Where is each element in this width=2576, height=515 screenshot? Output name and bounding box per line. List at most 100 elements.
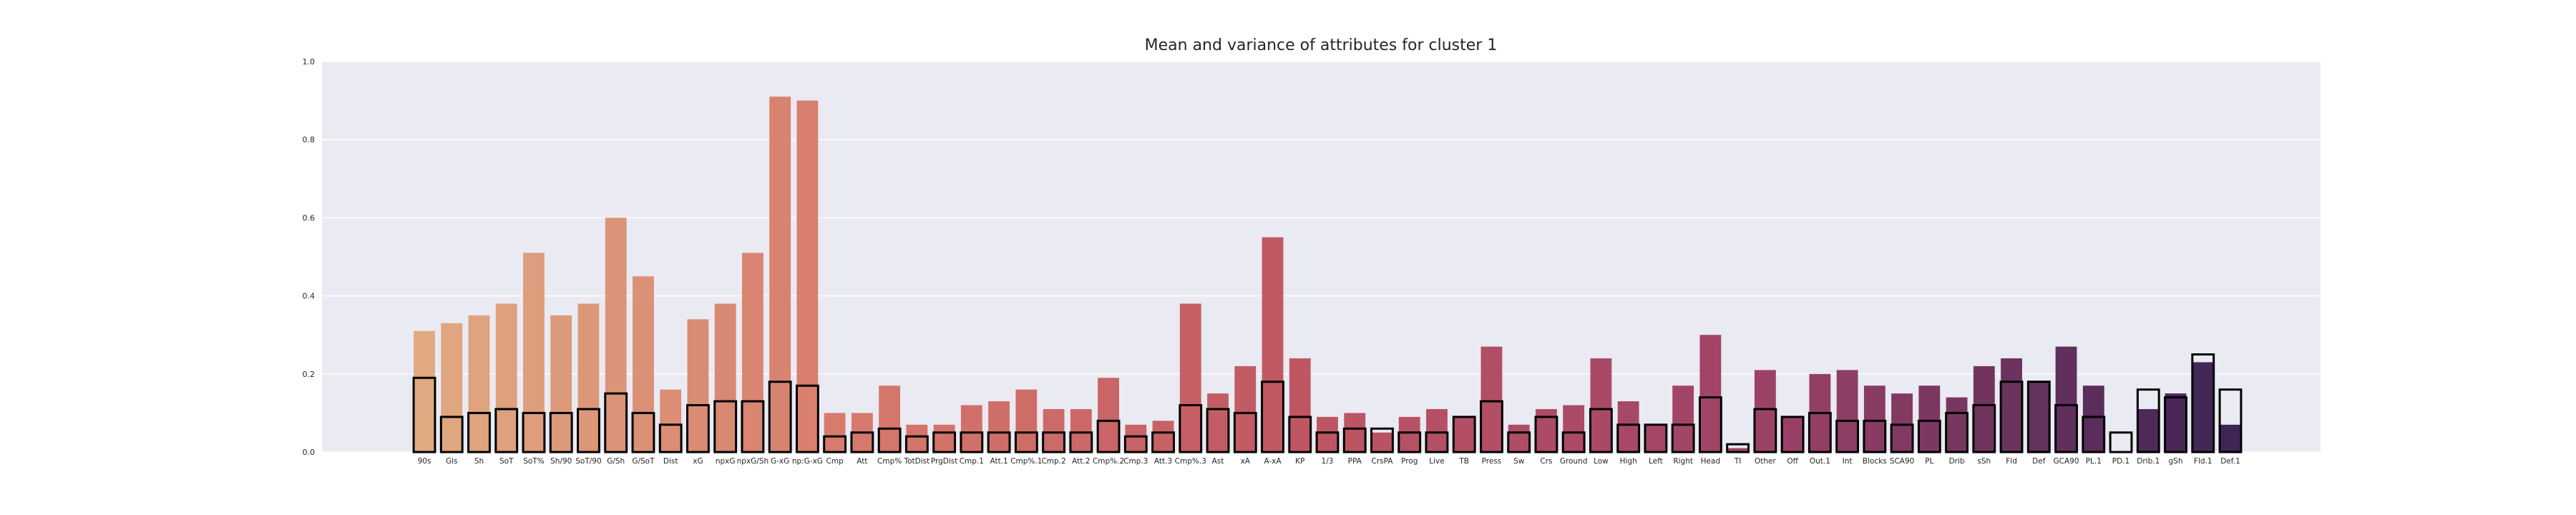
y-tick-label: 0.8	[303, 135, 316, 144]
mean-bar	[1344, 413, 1366, 452]
variance-bar	[1698, 396, 1722, 453]
mean-bar	[550, 315, 572, 452]
mean-bar	[2055, 346, 2077, 452]
variance-bar	[1315, 431, 1340, 453]
variance-bar	[467, 411, 491, 453]
variance-bar	[1425, 431, 1449, 453]
mean-bar	[1782, 416, 1804, 452]
mean-bar	[824, 413, 846, 452]
variance-bar	[439, 416, 464, 453]
variance-bar	[741, 400, 765, 453]
y-tick-label: 0.6	[303, 213, 316, 222]
x-tick-label: Right	[1673, 457, 1693, 466]
x-tick-label: Att.3	[1154, 457, 1172, 466]
x-tick-label: KP	[1295, 457, 1304, 466]
x-tick-label: Sw	[1513, 457, 1525, 466]
mean-bar	[1617, 401, 1639, 452]
x-tick-label: xA	[1241, 457, 1251, 466]
x-tick-label: sSh	[1977, 457, 1991, 466]
variance-bar	[549, 411, 573, 453]
x-tick-label: xG	[693, 457, 703, 466]
y-tick-label: 0.0	[303, 448, 316, 457]
variance-bar	[1261, 381, 1284, 453]
x-tick-label: High	[1620, 457, 1637, 466]
variance-bar	[577, 408, 600, 453]
x-tick-label: TotDist	[903, 457, 930, 466]
mean-bar	[1672, 386, 1694, 452]
variance-bar	[2191, 353, 2215, 453]
variance-bar	[1917, 419, 1941, 453]
x-tick-label: PL.1	[2086, 457, 2102, 466]
mean-bar	[1152, 421, 1174, 452]
x-tick-label: PD.1	[2112, 457, 2129, 466]
mean-bar	[988, 401, 1010, 452]
mean-bar	[1125, 424, 1147, 452]
variance-bar	[604, 392, 628, 453]
mean-bar	[906, 424, 928, 452]
variance-bar	[1014, 431, 1038, 453]
mean-bar	[495, 303, 517, 452]
variance-bar	[522, 411, 546, 453]
x-tick-label: Cmp%	[877, 457, 902, 466]
variance-bar	[1069, 431, 1093, 453]
mean-bar	[1946, 397, 1968, 452]
x-tick-label: Ground	[1560, 457, 1588, 466]
mean-bar	[1508, 424, 1530, 452]
mean-bar	[1262, 237, 1284, 452]
variance-bar	[1042, 431, 1065, 453]
y-tick-label: 1.0	[303, 57, 316, 67]
x-tick-label: Drib.1	[2137, 457, 2160, 466]
variance-bar	[631, 411, 655, 453]
variance-bar	[658, 423, 683, 453]
x-tick-label: CrsPA	[1372, 457, 1394, 466]
variance-bar	[1863, 419, 1887, 453]
mean-bar	[2165, 393, 2187, 452]
mean-bar	[2192, 362, 2214, 452]
variance-bar	[960, 431, 984, 453]
mean-bar	[1317, 416, 1338, 452]
x-tick-label: Cmp.3	[1123, 457, 1148, 466]
x-tick-label: SCA90	[1890, 457, 1915, 466]
variance-bar	[1151, 431, 1175, 453]
mean-bar	[1891, 393, 1913, 452]
x-tick-label: PPA	[1348, 457, 1362, 466]
x-tick-labels: 90s Gls Sh SoT SoT% Sh/90 SoT/90 G/Sh G/SoT Dist x…	[418, 457, 2240, 466]
variance-bar	[1807, 411, 1832, 453]
mean-bar	[2028, 381, 2050, 452]
variance-bar	[1480, 400, 1503, 453]
variance-bars	[412, 353, 2243, 453]
mean-bar	[1480, 346, 1503, 452]
mean-bar	[2082, 386, 2104, 452]
x-tick-label: A-xA	[1264, 457, 1282, 466]
x-tick-label: Def	[2032, 457, 2046, 466]
variance-bar	[2109, 431, 2133, 453]
variance-bar	[1945, 411, 1968, 453]
mean-bar	[1644, 424, 1667, 452]
variance-bar	[1123, 435, 1148, 453]
x-tick-label: Head	[1701, 457, 1720, 466]
mean-bar	[1398, 416, 1420, 452]
mean-bar	[2001, 358, 2022, 452]
mean-bar	[933, 424, 955, 452]
variance-bar	[1096, 419, 1121, 453]
mean-bar	[2220, 424, 2241, 452]
variance-bar	[823, 435, 847, 453]
mean-bar	[1836, 370, 1858, 452]
variance-bar	[932, 431, 957, 453]
x-tick-label: npxG/Sh	[737, 457, 769, 466]
mean-bar	[1699, 335, 1722, 452]
mean-bar	[1098, 378, 1119, 452]
x-tick-label: Low	[1594, 457, 1609, 466]
mean-bar	[2137, 408, 2160, 452]
variance-bar	[1753, 408, 1777, 453]
variance-bar	[1534, 416, 1558, 453]
variance-bar	[2164, 396, 2187, 453]
mean-bar	[1234, 366, 1257, 452]
mean-bar	[1371, 432, 1393, 452]
mean-bar	[523, 252, 545, 452]
x-tick-label: PrgDist	[931, 457, 958, 466]
variance-bar	[1370, 427, 1394, 453]
mean-bar	[1918, 386, 1941, 452]
x-tick-label: Out.1	[1810, 457, 1830, 466]
